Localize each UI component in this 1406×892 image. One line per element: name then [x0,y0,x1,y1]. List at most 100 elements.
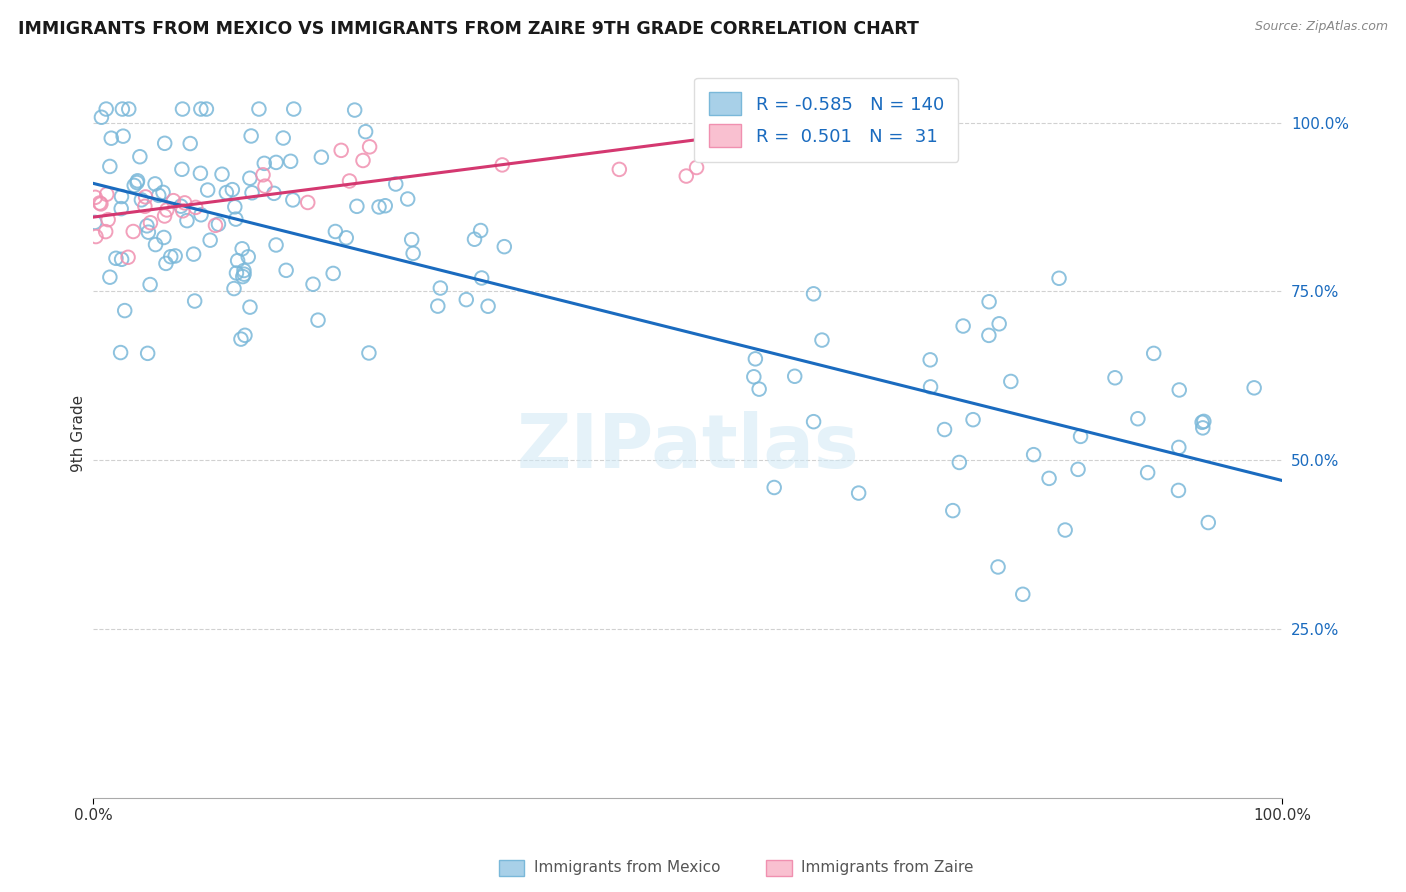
Point [190,208,212,222]
Point [183,247,205,261]
Point [176,213,198,227]
Point [221,183,243,197]
Point [494,240,516,254]
Point [456,293,478,307]
Point [134,199,156,213]
Text: IMMIGRANTS FROM MEXICO VS IMMIGRANTS FROM ZAIRE 9TH GRADE CORRELATION CHART: IMMIGRANTS FROM MEXICO VS IMMIGRANTS FRO… [18,20,920,37]
Point [110,189,132,203]
Point [152,186,174,200]
Point [204,219,226,233]
Point [159,250,181,264]
Point [988,317,1011,331]
Point [952,319,974,334]
Point [352,153,374,168]
Point [1067,462,1090,476]
Point [211,167,233,181]
Point [172,102,194,116]
Point [685,161,707,175]
Text: Source: ZipAtlas.com: Source: ZipAtlas.com [1254,20,1388,33]
Point [98,270,121,285]
Point [264,238,287,252]
Point [271,131,294,145]
Point [803,415,825,429]
Point [330,144,353,158]
Point [471,271,494,285]
Point [111,252,134,267]
Point [803,286,825,301]
Point [183,293,205,308]
Point [463,232,485,246]
Point [238,250,260,264]
Point [229,332,252,346]
Point [357,346,380,360]
Point [702,144,724,158]
Point [114,303,136,318]
Point [172,203,194,218]
Text: Immigrants from Mexico: Immigrants from Mexico [534,860,721,874]
Point [297,195,319,210]
Y-axis label: 9th Grade: 9th Grade [72,395,86,472]
Point [1143,346,1166,360]
Point [1011,587,1033,601]
Point [96,102,118,116]
Point [1136,466,1159,480]
Point [322,267,344,281]
Point [222,281,245,295]
Point [97,212,120,227]
Point [179,136,201,151]
Point [155,256,177,270]
Point [302,277,325,292]
Point [354,125,377,139]
Point [117,250,139,264]
Point [239,300,262,314]
Point [1197,516,1219,530]
Point [207,217,229,231]
Point [977,294,1000,309]
Point [1070,429,1092,443]
Point [1038,471,1060,485]
Point [783,369,806,384]
Point [748,382,770,396]
Point [128,150,150,164]
Point [253,156,276,170]
Point [402,246,425,260]
Point [1243,381,1265,395]
Point [1168,383,1191,397]
Point [232,269,254,284]
Point [1104,371,1126,385]
Point [100,131,122,145]
Point [96,187,118,202]
Point [253,179,276,194]
Point [125,176,148,190]
Point [335,231,357,245]
Point [934,423,956,437]
Point [240,186,263,200]
Point [143,177,166,191]
Point [977,328,1000,343]
Point [848,486,870,500]
Point [83,215,105,229]
Point [122,225,145,239]
Point [190,102,212,116]
Point [343,103,366,117]
Point [110,202,132,216]
Point [1167,441,1189,455]
Point [148,188,170,202]
Point [170,162,193,177]
Point [215,186,238,200]
Point [346,199,368,213]
Point [153,230,176,244]
Point [359,140,381,154]
Point [156,202,179,217]
Point [384,177,406,191]
Text: ZIPatlas: ZIPatlas [516,411,859,484]
Point [225,266,247,280]
Point [84,229,107,244]
Point [127,174,149,188]
Point [339,174,361,188]
Legend: R = -0.585   N = 140, R =  0.501   N =  31: R = -0.585 N = 140, R = 0.501 N = 31 [695,78,959,161]
Point [1126,411,1149,425]
Point [1022,448,1045,462]
Text: Immigrants from Zaire: Immigrants from Zaire [801,860,974,874]
Point [135,190,157,204]
